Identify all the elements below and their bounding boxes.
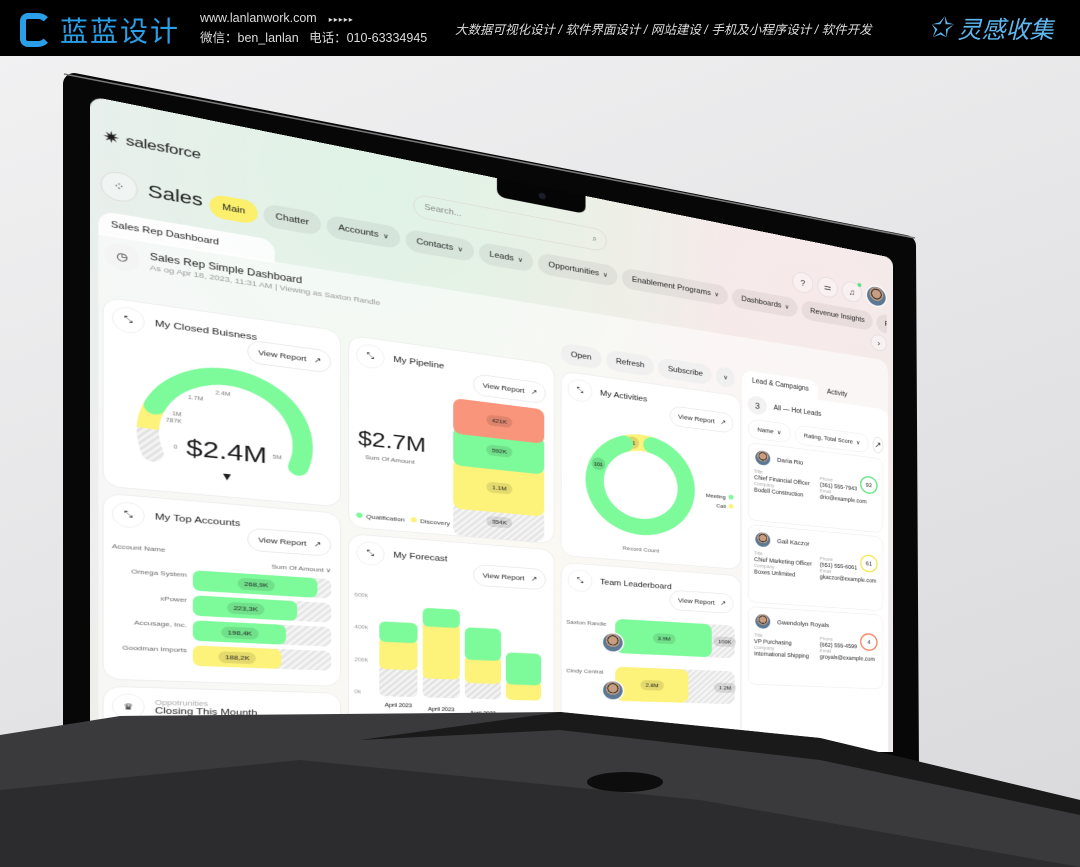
laptop-base: [0, 0, 1080, 867]
laptop-foot: [587, 772, 663, 792]
